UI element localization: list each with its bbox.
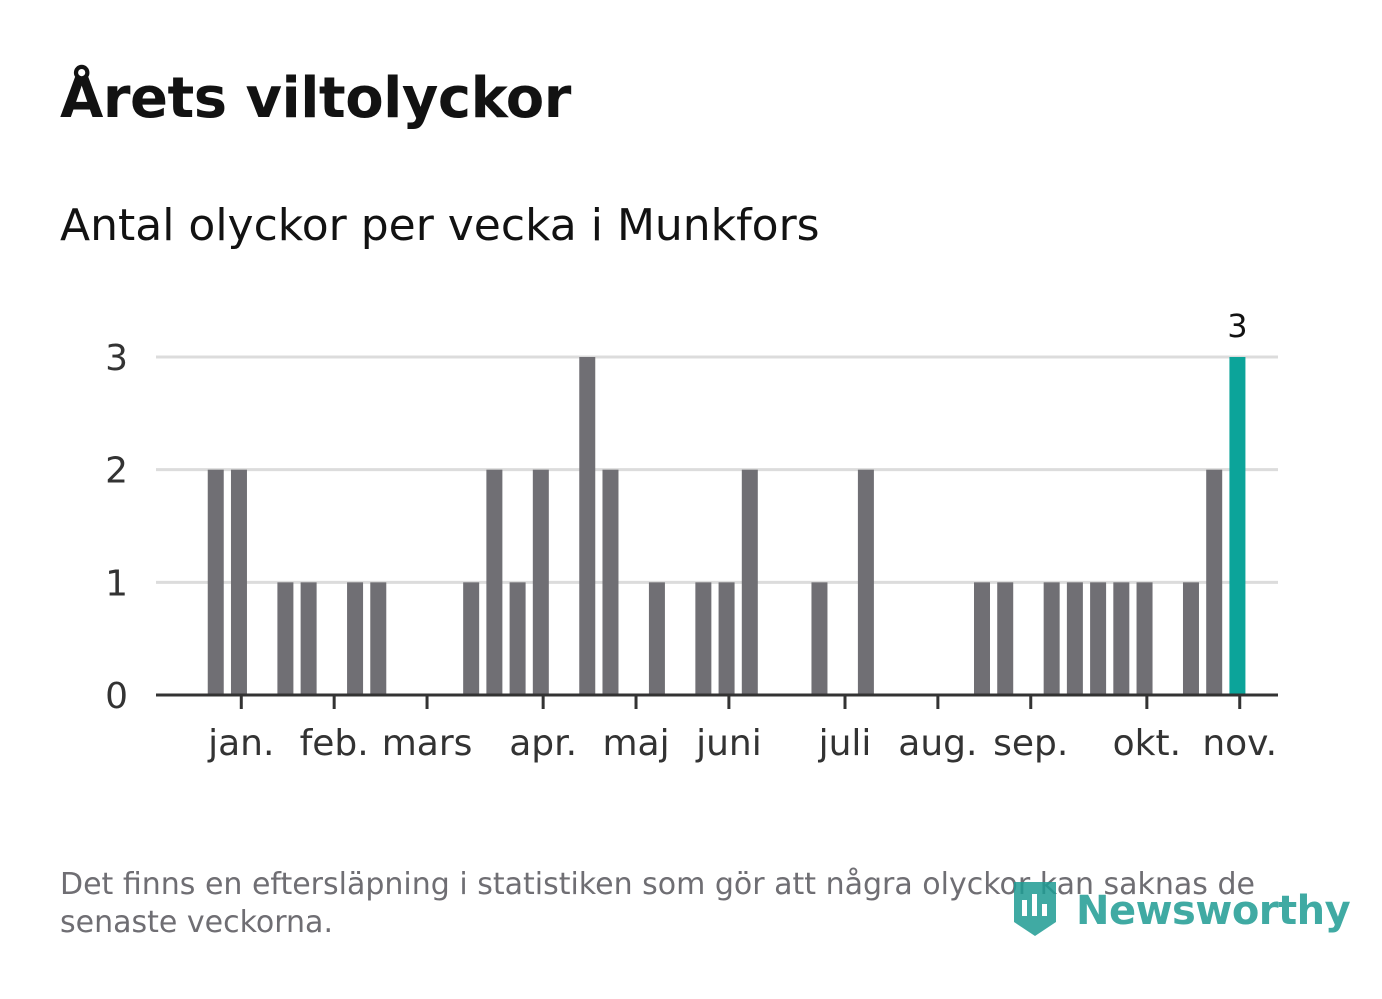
bar	[1066, 582, 1083, 695]
chart-subtitle: Antal olyckor per vecka i Munkfors	[60, 200, 820, 251]
bar	[811, 582, 828, 695]
bar	[230, 469, 247, 695]
bar	[579, 357, 596, 695]
bar	[509, 582, 526, 695]
x-tick-label: maj	[602, 723, 669, 764]
x-tick-label: feb.	[300, 723, 369, 764]
bar	[741, 469, 758, 695]
bar	[1090, 582, 1107, 695]
x-axis-labels: jan. feb. mars apr. maj juni juli aug. sep. okt. n…	[207, 723, 1277, 764]
gridlines	[156, 355, 1278, 584]
x-tick-label: nov.	[1202, 723, 1277, 764]
bar	[300, 582, 317, 695]
bar	[277, 582, 294, 695]
x-tick-label: juni	[695, 723, 762, 764]
x-tick-label: sep.	[993, 723, 1068, 764]
x-tick-label: apr.	[509, 723, 577, 764]
bar	[1182, 582, 1199, 695]
x-axis-ticks	[239, 695, 1242, 709]
bar	[347, 582, 364, 695]
bar	[1206, 469, 1223, 695]
bar	[463, 582, 480, 695]
bar-highlight	[1229, 357, 1246, 695]
x-tick-label: juli	[818, 723, 872, 764]
bar	[486, 469, 503, 695]
y-tick-label: 2	[105, 451, 128, 492]
bar	[648, 582, 665, 695]
bar	[1113, 582, 1130, 695]
bar	[602, 469, 619, 695]
bar	[718, 582, 735, 695]
bar	[532, 469, 549, 695]
y-axis-labels: 0 1 2 3	[105, 338, 128, 717]
x-tick-label: okt.	[1113, 723, 1181, 764]
chart-title: Årets viltolyckor	[60, 66, 571, 131]
bar	[857, 469, 874, 695]
y-tick-label: 0	[105, 676, 128, 717]
bar	[997, 582, 1014, 695]
y-tick-label: 3	[105, 338, 128, 379]
newsworthy-logo-icon	[1010, 878, 1060, 944]
brand-logo: Newsworthy	[1010, 878, 1351, 944]
x-tick-label: aug.	[898, 723, 977, 764]
bars	[207, 357, 1246, 695]
bar	[695, 582, 712, 695]
y-tick-label: 1	[105, 563, 128, 604]
bar	[207, 469, 224, 695]
bar	[1136, 582, 1153, 695]
brand-name: Newsworthy	[1076, 888, 1351, 934]
x-tick-label: mars	[382, 723, 473, 764]
x-tick-label: jan.	[207, 723, 274, 764]
bar	[1043, 582, 1060, 695]
bar	[370, 582, 387, 695]
highlight-value-label: 3	[1227, 307, 1247, 345]
bar	[974, 582, 990, 695]
